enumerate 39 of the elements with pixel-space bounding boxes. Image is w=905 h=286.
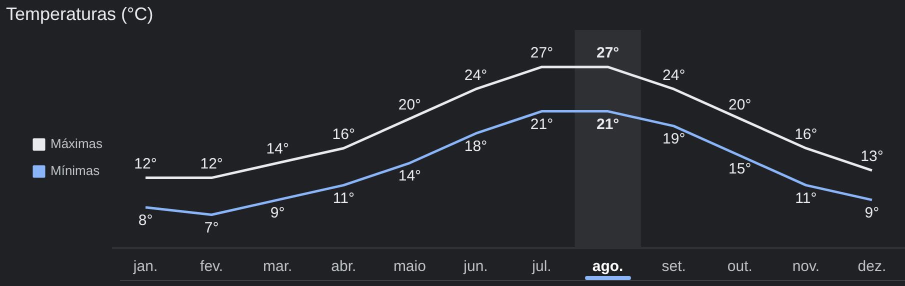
data-label: 8°: [138, 212, 153, 229]
data-label: 27°: [530, 44, 554, 62]
x-tick-label: dez.: [858, 258, 886, 276]
data-label: 9°: [270, 204, 285, 222]
data-label: 15°: [728, 160, 752, 178]
x-tick-label: nov.: [792, 258, 820, 276]
data-label: 24°: [662, 66, 686, 84]
data-label: 24°: [464, 66, 488, 84]
data-label: 9°: [864, 204, 880, 222]
x-tick-label: maio: [393, 258, 426, 276]
data-label: 27°: [596, 44, 620, 62]
legend-label: Máximas: [50, 136, 104, 152]
data-label: 11°: [795, 190, 817, 207]
data-label: 14°: [398, 168, 422, 185]
data-label: 16°: [332, 126, 355, 143]
data-label: 19°: [662, 130, 686, 148]
x-tick-label: jul.: [531, 258, 552, 276]
data-label: 21°: [530, 116, 554, 133]
legend-label: Mínimas: [50, 163, 100, 178]
x-tick-label: mar.: [263, 258, 292, 276]
data-label: 18°: [464, 138, 488, 156]
x-tick-label: set.: [662, 258, 686, 276]
data-label: 20°: [728, 96, 752, 114]
data-label: 12°: [200, 155, 223, 172]
data-label: 21°: [596, 116, 620, 133]
data-label: 20°: [398, 96, 422, 114]
x-tick-label: out.: [727, 258, 752, 276]
data-label: 7°: [204, 219, 219, 236]
data-label: 14°: [266, 140, 289, 158]
x-tick-label: jun.: [462, 258, 488, 276]
data-label: 12°: [134, 155, 157, 172]
data-label: 16°: [794, 126, 818, 143]
x-tick-label: fev.: [200, 258, 224, 276]
data-label: 11°: [332, 190, 354, 207]
x-tick-label: jan.: [132, 258, 158, 276]
x-tick-label: ago.: [592, 258, 624, 276]
x-tick-label: abr.: [331, 258, 356, 276]
chart-title: Temperaturas (°C): [6, 4, 154, 25]
data-label: 13°: [860, 148, 884, 166]
